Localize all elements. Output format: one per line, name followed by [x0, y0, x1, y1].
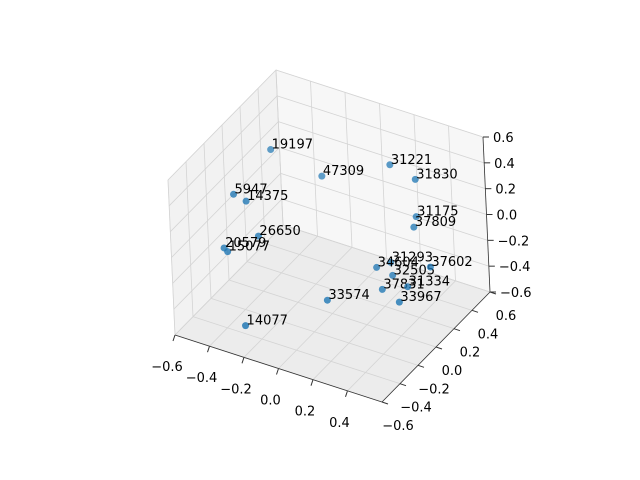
grid-line: [210, 297, 419, 366]
point-label: 31334: [409, 275, 450, 290]
point: [387, 258, 395, 266]
tick-mark: [417, 364, 425, 368]
point: [395, 298, 403, 306]
x-tick-label: 0.4: [329, 416, 350, 431]
y-tick-label: −0.6: [382, 419, 414, 434]
grid-line: [167, 69, 277, 181]
grid-line: [170, 121, 279, 232]
point-label: 5947: [235, 182, 268, 197]
x-tick-label: −0.2: [220, 382, 252, 397]
point-label: 31293: [392, 250, 433, 265]
point: [378, 285, 386, 293]
z-tick-label: 0.4: [494, 157, 515, 172]
grid-line: [246, 261, 455, 330]
tick-mark: [310, 379, 314, 386]
point-label: 26650: [259, 224, 300, 239]
point-label: 31175: [417, 205, 458, 220]
axis-line: [482, 136, 491, 293]
point-label: 19197: [272, 138, 313, 153]
point: [230, 190, 238, 198]
point-label: 33574: [328, 288, 369, 303]
y-tick-label: −0.2: [418, 382, 450, 397]
z-tick-label: −0.4: [499, 260, 531, 275]
tick-mark: [399, 383, 407, 387]
grid-line: [279, 147, 487, 215]
grid-line: [281, 198, 489, 267]
y-tick-label: −0.4: [400, 401, 432, 416]
tick-mark: [207, 346, 210, 353]
grid-line: [174, 224, 284, 336]
point: [404, 283, 412, 291]
point-label: 33967: [400, 290, 441, 305]
point: [389, 271, 397, 279]
point-label: 15077: [229, 240, 270, 255]
tick-mark: [276, 368, 279, 375]
point: [426, 263, 434, 271]
point-label: 37602: [431, 255, 472, 270]
point-label: 14077: [247, 314, 288, 329]
x-tick-label: −0.4: [186, 371, 218, 386]
tick-mark: [435, 346, 443, 350]
z-tick-label: 0.0: [497, 209, 518, 224]
point-label: 20579: [225, 236, 266, 251]
grid-line: [192, 316, 401, 385]
point: [254, 232, 262, 240]
grid-line: [282, 224, 491, 293]
point: [242, 322, 250, 330]
point-label: 32505: [394, 263, 435, 278]
tick-mark: [471, 309, 479, 313]
y-tick-label: 0.4: [478, 327, 499, 342]
grid-line: [277, 95, 485, 164]
point: [267, 146, 275, 154]
point-label: 31221: [391, 153, 432, 168]
grid-line: [171, 147, 280, 258]
point-label: 47309: [323, 164, 364, 179]
grid-line: [275, 69, 484, 138]
tick-mark: [381, 401, 389, 405]
y-tick-label: 0.6: [496, 309, 517, 324]
point-label: 14375: [247, 189, 288, 204]
x-tick-label: 0.2: [295, 405, 316, 420]
z-tick-label: −0.6: [500, 286, 532, 301]
axis-line: [381, 291, 491, 403]
grid-line: [280, 172, 488, 241]
grid-line: [278, 121, 486, 190]
point: [224, 248, 232, 256]
point: [242, 197, 250, 205]
z-tick-label: 0.2: [495, 183, 516, 198]
point: [412, 213, 420, 221]
grid-line: [264, 242, 473, 311]
tick-mark: [241, 357, 245, 364]
point: [411, 175, 419, 183]
grid-line: [228, 279, 437, 348]
tick-mark: [172, 334, 176, 342]
point-label: 37809: [415, 215, 456, 230]
x-tick-label: −0.6: [151, 360, 183, 375]
tick-mark: [345, 390, 348, 397]
grid-line: [168, 95, 278, 207]
point-label: 34604: [378, 255, 419, 270]
point-label: 31830: [416, 167, 457, 182]
point: [386, 161, 394, 169]
point: [373, 263, 381, 271]
tick-mark: [453, 328, 461, 332]
x-tick-label: 0.0: [260, 394, 281, 409]
y-tick-label: 0.2: [460, 346, 481, 361]
grid-line: [172, 173, 281, 284]
y-tick-label: 0.0: [442, 364, 463, 379]
point-label: 37831: [383, 277, 424, 292]
axis-line: [174, 334, 383, 403]
point: [323, 296, 331, 304]
point: [410, 223, 418, 231]
z-tick-label: −0.2: [498, 234, 530, 249]
point: [318, 172, 326, 180]
z-tick-label: 0.6: [493, 131, 514, 146]
